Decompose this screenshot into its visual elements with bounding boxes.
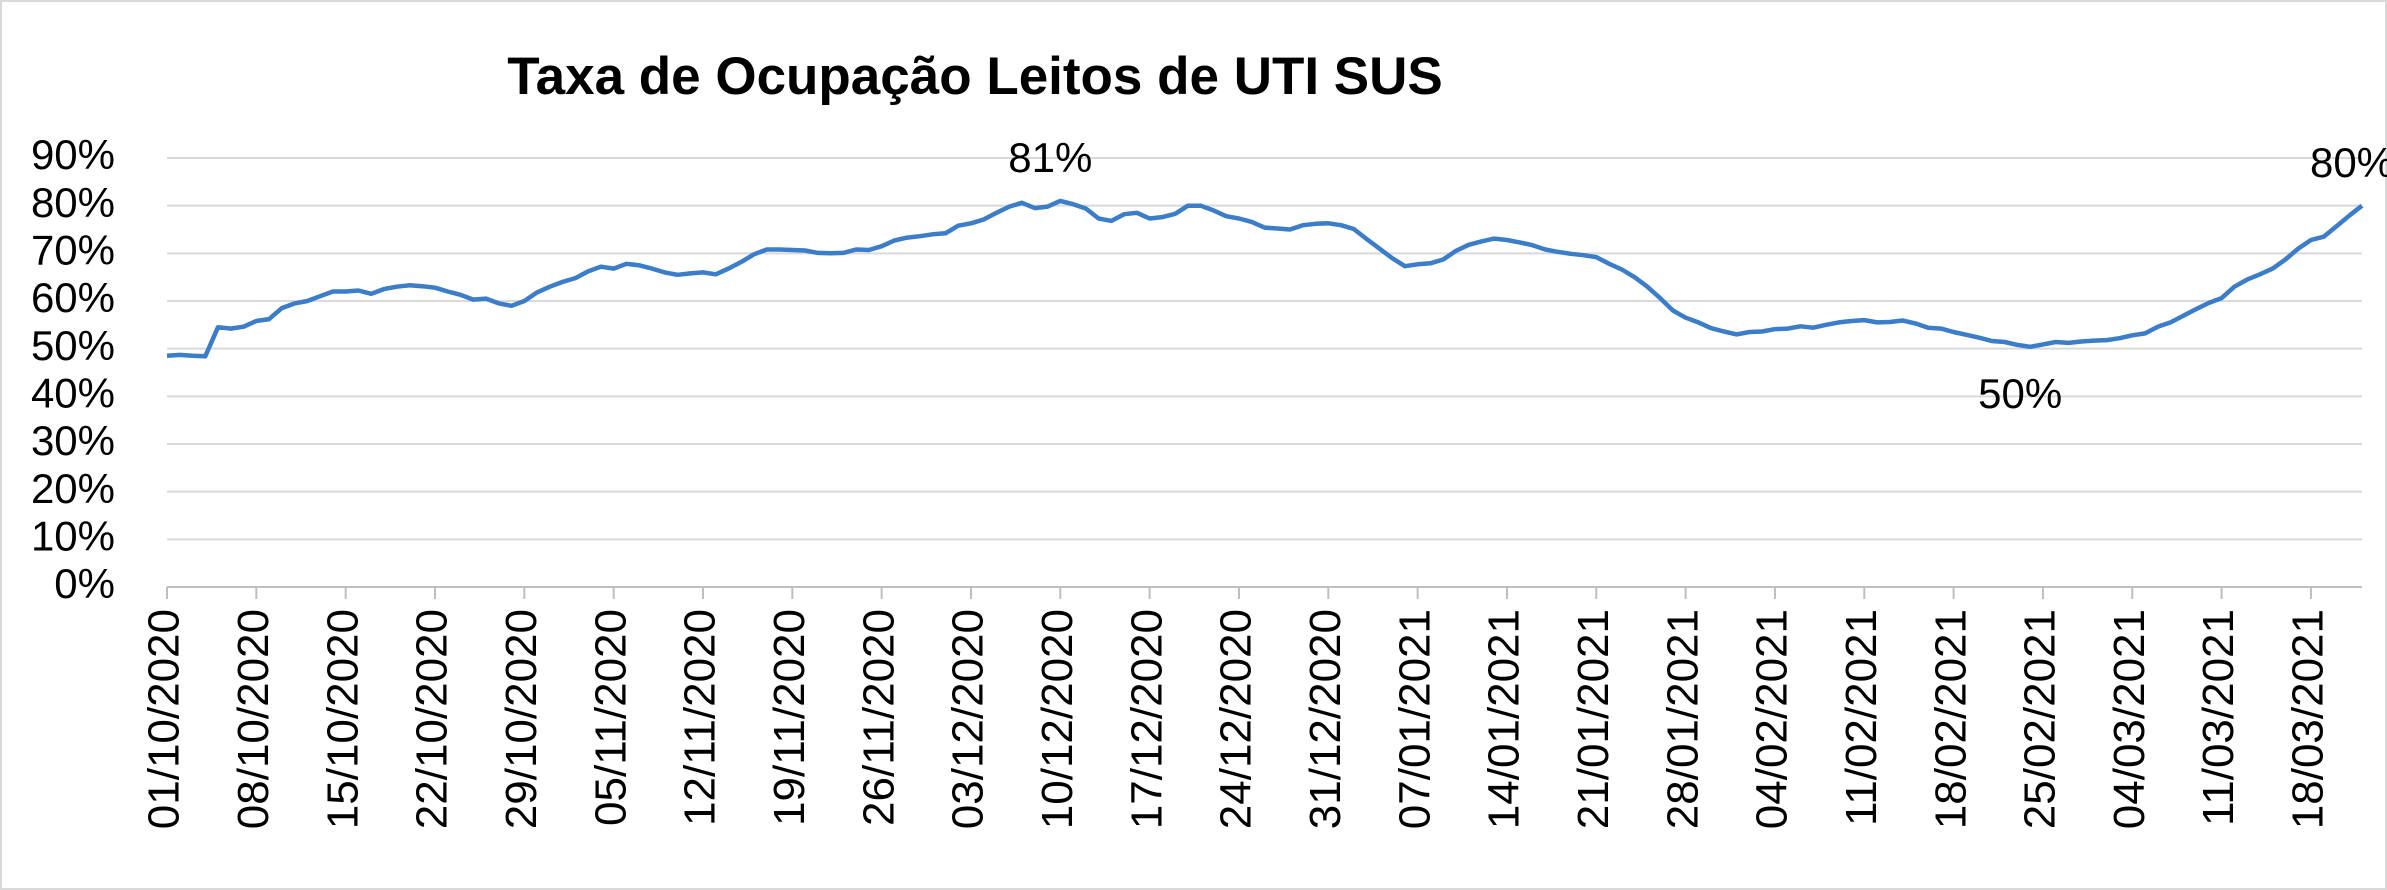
y-tick-label: 20% bbox=[31, 465, 115, 512]
x-tick-label: 04/02/2021 bbox=[1748, 609, 1797, 829]
x-tick-label: 19/11/2020 bbox=[765, 609, 814, 826]
x-tick-label: 01/10/2020 bbox=[140, 609, 189, 829]
y-tick-label: 60% bbox=[31, 274, 115, 321]
y-tick-label: 90% bbox=[31, 131, 115, 178]
x-tick-label: 18/02/2021 bbox=[1926, 609, 1975, 829]
y-tick-label: 30% bbox=[31, 417, 115, 464]
y-tick-label: 10% bbox=[31, 512, 115, 559]
x-tick-label: 08/10/2020 bbox=[229, 609, 278, 829]
x-tick-label: 22/10/2020 bbox=[408, 609, 457, 829]
x-tick-label: 21/01/2021 bbox=[1569, 609, 1618, 829]
x-tick-label: 04/03/2021 bbox=[2105, 609, 2154, 829]
x-tick-label: 10/12/2020 bbox=[1033, 609, 1082, 829]
x-tick-label: 18/03/2021 bbox=[2284, 609, 2333, 829]
x-tick-label: 05/11/2020 bbox=[586, 609, 635, 826]
y-tick-label: 80% bbox=[31, 179, 115, 226]
data-label: 50% bbox=[1978, 370, 2062, 417]
x-tick-label: 14/01/2021 bbox=[1480, 609, 1529, 829]
x-tick-label: 28/01/2021 bbox=[1658, 609, 1707, 829]
x-tick-label: 24/12/2020 bbox=[1212, 609, 1261, 829]
y-tick-label: 40% bbox=[31, 369, 115, 416]
y-tick-label: 50% bbox=[31, 322, 115, 369]
x-tick-label: 25/02/2021 bbox=[2016, 609, 2065, 829]
x-tick-label: 11/02/2021 bbox=[1837, 609, 1886, 826]
data-label: 80% bbox=[2310, 139, 2387, 186]
data-label: 81% bbox=[1008, 134, 1092, 181]
x-tick-label: 12/11/2020 bbox=[676, 609, 725, 826]
y-tick-label: 0% bbox=[54, 560, 115, 607]
x-tick-label: 31/12/2020 bbox=[1301, 609, 1350, 829]
x-tick-label: 29/10/2020 bbox=[497, 609, 546, 829]
x-tick-label: 07/01/2021 bbox=[1390, 609, 1439, 829]
x-tick-label: 15/10/2020 bbox=[318, 609, 367, 829]
x-tick-label: 26/11/2020 bbox=[854, 609, 903, 826]
x-tick-label: 03/12/2020 bbox=[944, 609, 993, 829]
chart-title: Taxa de Ocupação Leitos de UTI SUS bbox=[507, 47, 1443, 106]
data-line bbox=[166, 198, 2364, 359]
x-tick-label: 17/12/2020 bbox=[1122, 609, 1171, 829]
x-tick-label: 11/03/2021 bbox=[2194, 609, 2243, 826]
y-tick-label: 70% bbox=[31, 226, 115, 273]
